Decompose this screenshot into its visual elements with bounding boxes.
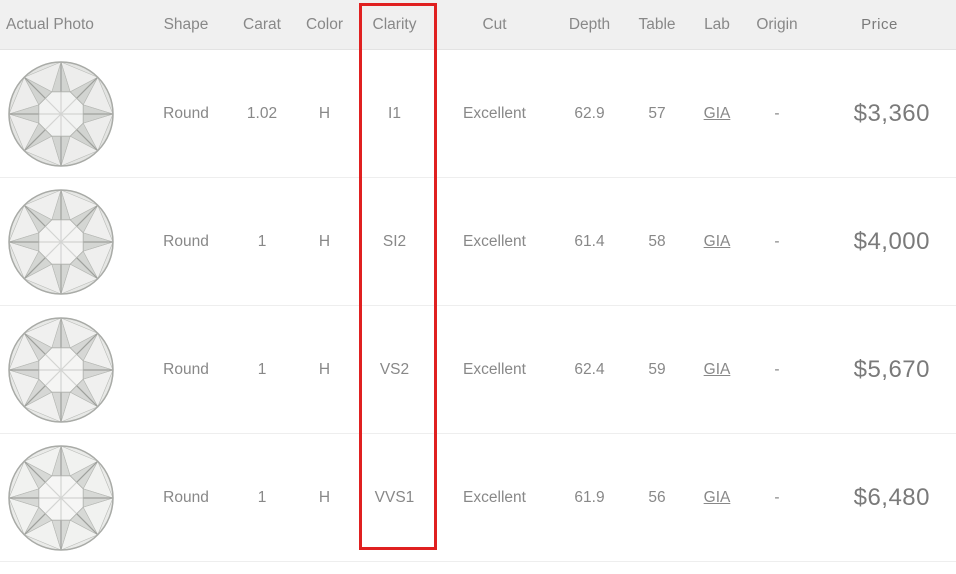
- cell-cut: Excellent: [437, 233, 552, 251]
- lab-link[interactable]: GIA: [704, 105, 731, 122]
- cell-clarity: SI2: [352, 233, 437, 251]
- cell-color: H: [297, 233, 352, 251]
- table-row[interactable]: Round 1.02 H I1 Excellent 62.9 57 GIA - …: [0, 50, 956, 178]
- cell-lab[interactable]: GIA: [687, 233, 747, 251]
- header-cut: Cut: [437, 16, 552, 34]
- header-origin: Origin: [747, 16, 807, 34]
- header-table: Table: [627, 16, 687, 34]
- header-depth: Depth: [552, 16, 627, 34]
- cell-clarity: I1: [352, 105, 437, 123]
- diamond-photo[interactable]: [0, 443, 145, 553]
- cell-lab[interactable]: GIA: [687, 489, 747, 507]
- table-row[interactable]: Round 1 H SI2 Excellent 61.4 58 GIA - $4…: [0, 178, 956, 306]
- cell-carat: 1.02: [227, 105, 297, 123]
- table-row[interactable]: Round 1 H VS2 Excellent 62.4 59 GIA - $5…: [0, 306, 956, 434]
- cell-origin: -: [747, 233, 807, 251]
- header-lab: Lab: [687, 16, 747, 34]
- cell-price: $4,000: [807, 228, 952, 256]
- cell-price: $3,360: [807, 100, 952, 128]
- cell-depth: 62.9: [552, 105, 627, 123]
- table-body: Round 1.02 H I1 Excellent 62.9 57 GIA - …: [0, 50, 956, 562]
- header-price: Price: [807, 16, 952, 33]
- cell-clarity: VS2: [352, 361, 437, 379]
- cell-shape: Round: [145, 105, 227, 123]
- diamond-photo[interactable]: [0, 315, 145, 425]
- cell-color: H: [297, 361, 352, 379]
- cell-cut: Excellent: [437, 361, 552, 379]
- cell-table: 57: [627, 105, 687, 123]
- lab-link[interactable]: GIA: [704, 233, 731, 250]
- cell-origin: -: [747, 489, 807, 507]
- cell-carat: 1: [227, 489, 297, 507]
- header-photo: Actual Photo: [0, 16, 145, 34]
- lab-link[interactable]: GIA: [704, 489, 731, 506]
- header-color: Color: [297, 16, 352, 34]
- cell-carat: 1: [227, 233, 297, 251]
- cell-price: $5,670: [807, 356, 952, 384]
- diamond-photo[interactable]: [0, 59, 145, 169]
- cell-depth: 61.4: [552, 233, 627, 251]
- cell-depth: 62.4: [552, 361, 627, 379]
- cell-origin: -: [747, 361, 807, 379]
- diamond-table: Actual Photo Shape Carat Color Clarity C…: [0, 0, 956, 562]
- header-shape: Shape: [145, 16, 227, 34]
- cell-lab[interactable]: GIA: [687, 361, 747, 379]
- cell-depth: 61.9: [552, 489, 627, 507]
- cell-cut: Excellent: [437, 489, 552, 507]
- cell-carat: 1: [227, 361, 297, 379]
- diamond-photo[interactable]: [0, 187, 145, 297]
- cell-color: H: [297, 105, 352, 123]
- cell-shape: Round: [145, 489, 227, 507]
- cell-origin: -: [747, 105, 807, 123]
- lab-link[interactable]: GIA: [704, 361, 731, 378]
- cell-color: H: [297, 489, 352, 507]
- cell-table: 59: [627, 361, 687, 379]
- cell-shape: Round: [145, 233, 227, 251]
- cell-clarity: VVS1: [352, 489, 437, 507]
- header-clarity: Clarity: [352, 16, 437, 34]
- cell-price: $6,480: [807, 484, 952, 512]
- cell-lab[interactable]: GIA: [687, 105, 747, 123]
- table-header-row: Actual Photo Shape Carat Color Clarity C…: [0, 0, 956, 50]
- cell-table: 56: [627, 489, 687, 507]
- cell-shape: Round: [145, 361, 227, 379]
- cell-table: 58: [627, 233, 687, 251]
- table-row[interactable]: Round 1 H VVS1 Excellent 61.9 56 GIA - $…: [0, 434, 956, 562]
- header-carat: Carat: [227, 16, 297, 34]
- cell-cut: Excellent: [437, 105, 552, 123]
